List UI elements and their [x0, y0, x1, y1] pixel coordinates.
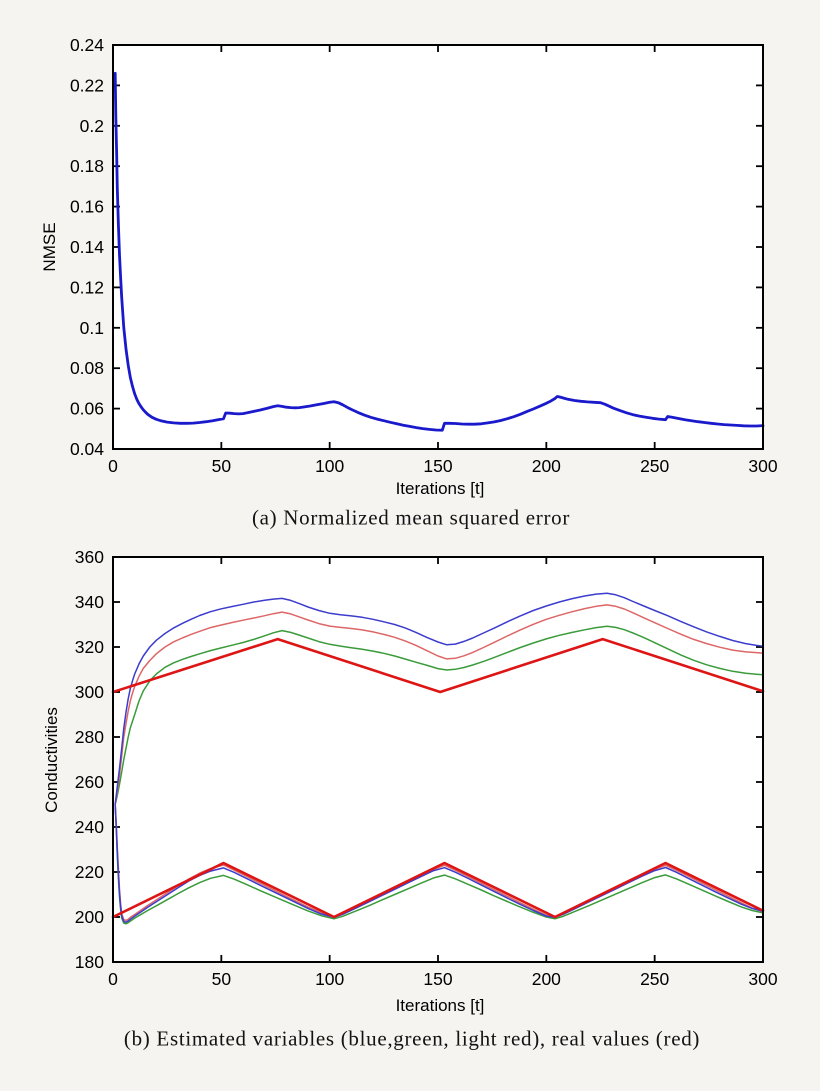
- caption-b: (b) Estimated variables (blue,green, lig…: [123, 1026, 701, 1051]
- series-estimated-lower-green: [114, 803, 764, 925]
- y-tick-label: 0.04: [70, 439, 104, 459]
- y-tick-label: 320: [75, 637, 104, 657]
- y-tick-label: 0.2: [80, 116, 104, 136]
- caption-a: (a) Normalized mean squared error: [251, 505, 571, 530]
- y-tick-label: 0.16: [70, 197, 104, 217]
- x-tick-label: 300: [748, 456, 777, 476]
- y-tick-label: 180: [75, 952, 104, 972]
- series-real-upper-red: [111, 637, 765, 694]
- series-estimated-upper-light-red: [114, 604, 764, 806]
- y-tick-label: 240: [75, 817, 104, 837]
- y-tick-label: 0.06: [70, 399, 104, 419]
- y-tick-label: 0.24: [70, 35, 104, 55]
- y-tick-label: 0.1: [80, 318, 104, 338]
- y-tick-label: 300: [75, 682, 104, 702]
- x-tick-label: 250: [640, 456, 669, 476]
- y-tick-label: 280: [75, 727, 104, 747]
- axis-box: [112, 556, 764, 963]
- x-tick-label: 100: [315, 969, 344, 989]
- y-tick-label: 0.08: [70, 358, 104, 378]
- y-tick-label: 340: [75, 592, 104, 612]
- x-tick-label: 100: [315, 456, 344, 476]
- x-axis-label-iterations-a: Iterations [t]: [395, 479, 485, 498]
- series-estimated-upper-green: [114, 625, 764, 806]
- y-tick-label: 0.14: [70, 237, 104, 257]
- x-tick-label: 300: [748, 969, 777, 989]
- series-estimated-lower-blue: [114, 803, 764, 923]
- x-tick-label: 150: [423, 456, 452, 476]
- x-tick-label: 0: [108, 456, 118, 476]
- plot-area: [113, 45, 763, 449]
- x-tick-label: 200: [532, 456, 561, 476]
- x-tick-label: 50: [212, 456, 232, 476]
- x-axis-label-iterations-b: Iterations [t]: [395, 996, 485, 1015]
- x-tick-label: 150: [423, 969, 452, 989]
- series-nmse-blue: [113, 71, 765, 432]
- y-tick-label: 360: [75, 547, 104, 567]
- series-estimated-upper-blue: [114, 592, 764, 806]
- x-tick-label: 0: [108, 969, 118, 989]
- x-tick-label: 50: [212, 969, 232, 989]
- x-tick-label: 250: [640, 969, 669, 989]
- x-tick-label: 200: [532, 969, 561, 989]
- y-tick-label: 0.12: [70, 277, 104, 297]
- y-tick-label: 200: [75, 907, 104, 927]
- plot-area: [113, 557, 763, 962]
- y-tick-label: 220: [75, 862, 104, 882]
- y-tick-label: 0.22: [70, 75, 104, 95]
- series-real-lower-red: [111, 861, 765, 919]
- axis-box: [112, 44, 764, 450]
- y-tick-label: 0.18: [70, 156, 104, 176]
- y-axis-label-nmse: NMSE: [40, 222, 59, 272]
- y-tick-label: 260: [75, 772, 104, 792]
- y-axis-label-conductivities: Conductivities: [42, 707, 61, 813]
